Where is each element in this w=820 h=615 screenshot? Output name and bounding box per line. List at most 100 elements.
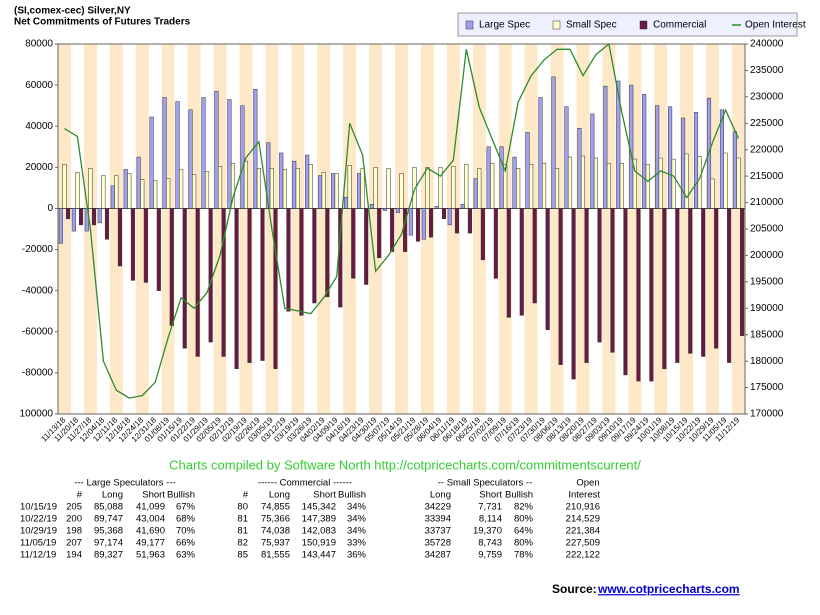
- table-column: Short: [313, 490, 336, 501]
- bar: [477, 168, 482, 209]
- bar: [344, 196, 349, 209]
- bar: [169, 208, 174, 326]
- table-cell: 85: [237, 550, 248, 561]
- y2-tick-label: 225000: [750, 118, 784, 129]
- bar: [408, 208, 413, 236]
- y-tick-label: 20000: [25, 162, 53, 173]
- legend-label: Open Interest: [745, 20, 806, 31]
- bar: [234, 208, 239, 370]
- bar: [382, 208, 387, 211]
- table-cell: 214,529: [566, 514, 600, 525]
- table-cell: 207: [66, 538, 82, 549]
- stripe: [58, 44, 71, 414]
- bar: [516, 168, 521, 209]
- bar: [114, 175, 119, 209]
- bar: [416, 208, 421, 242]
- table-cell: 8,743: [478, 538, 502, 549]
- stripe: [420, 44, 434, 414]
- bar: [356, 173, 362, 209]
- y2-tick-label: 175000: [750, 382, 784, 393]
- bar: [490, 162, 495, 209]
- legend-swatch: [639, 20, 648, 30]
- bar: [386, 168, 391, 209]
- y-tick-label: 0: [47, 203, 53, 214]
- table-cell: 33737: [425, 526, 451, 537]
- bar: [312, 208, 317, 304]
- bar: [62, 164, 67, 209]
- bar: [364, 208, 369, 285]
- bar: [512, 156, 517, 209]
- table-cell: 89,327: [94, 550, 123, 561]
- stripe: [395, 44, 408, 414]
- table-column: Long: [102, 490, 123, 501]
- source-link[interactable]: www.cotpricecharts.com: [597, 582, 740, 596]
- bar: [127, 173, 132, 209]
- y2-tick-label: 185000: [750, 329, 784, 340]
- table-cell: 49,177: [136, 538, 165, 549]
- bar: [123, 169, 128, 209]
- y2-tick-label: 230000: [750, 91, 784, 102]
- table-cell: 68%: [176, 514, 196, 525]
- bar: [403, 208, 408, 252]
- bar: [675, 208, 680, 363]
- table-column: Bullish: [338, 490, 366, 501]
- table-cell: 74,855: [261, 502, 290, 513]
- table-cell: 34%: [347, 502, 367, 513]
- table-column: Bullish: [167, 490, 195, 501]
- bar: [727, 208, 732, 363]
- table-cell: 7,731: [478, 502, 502, 513]
- bar: [195, 208, 200, 357]
- bar: [693, 112, 699, 209]
- stripe: [472, 44, 486, 414]
- bar: [590, 113, 595, 209]
- y-tick-label: -20000: [22, 244, 54, 255]
- bar: [260, 208, 265, 361]
- bar: [710, 178, 715, 209]
- table-cell: 36%: [347, 550, 367, 561]
- bar: [499, 146, 504, 209]
- bar: [447, 208, 452, 226]
- bar: [334, 173, 339, 209]
- bar: [192, 174, 197, 209]
- table-cell: 34%: [347, 514, 367, 525]
- legend-label: Large Spec: [479, 20, 530, 31]
- y2-tick-label: 170000: [750, 409, 784, 420]
- bar: [701, 208, 706, 357]
- bar: [208, 208, 213, 343]
- table-cell: 81: [237, 526, 248, 537]
- table-cell: 51,963: [136, 550, 165, 561]
- bar: [577, 128, 582, 209]
- table-cell: 194: [66, 550, 82, 561]
- bar: [130, 208, 135, 281]
- table-cell: 227,509: [566, 538, 600, 549]
- y2-tick-label: 180000: [750, 356, 784, 367]
- bar: [377, 208, 382, 259]
- table-cell: 33394: [425, 514, 451, 525]
- stripe: [135, 44, 149, 414]
- y-tick-label: -80000: [22, 368, 54, 379]
- bar: [519, 208, 524, 316]
- chart-title: (SI,comex-cec) Silver,NY: [14, 6, 131, 17]
- bar: [71, 208, 76, 232]
- bar: [399, 173, 404, 209]
- bar: [214, 91, 219, 209]
- table-cell: 10/22/19: [20, 514, 57, 525]
- bar: [286, 208, 291, 312]
- table-cell: 150,919: [302, 538, 336, 549]
- bar: [454, 208, 459, 234]
- bar: [240, 105, 245, 209]
- bar: [467, 208, 472, 234]
- table-cell: 78%: [514, 550, 534, 561]
- bar: [623, 208, 628, 376]
- bar: [525, 132, 530, 209]
- bar: [571, 208, 576, 380]
- table-cell: 34229: [425, 502, 451, 513]
- y2-tick-label: 215000: [750, 171, 784, 182]
- table-cell: 97,174: [94, 538, 123, 549]
- bar: [434, 206, 439, 209]
- bar: [732, 131, 737, 209]
- bar: [182, 208, 187, 349]
- bar: [143, 208, 148, 283]
- bar: [649, 208, 654, 382]
- bar: [110, 185, 115, 209]
